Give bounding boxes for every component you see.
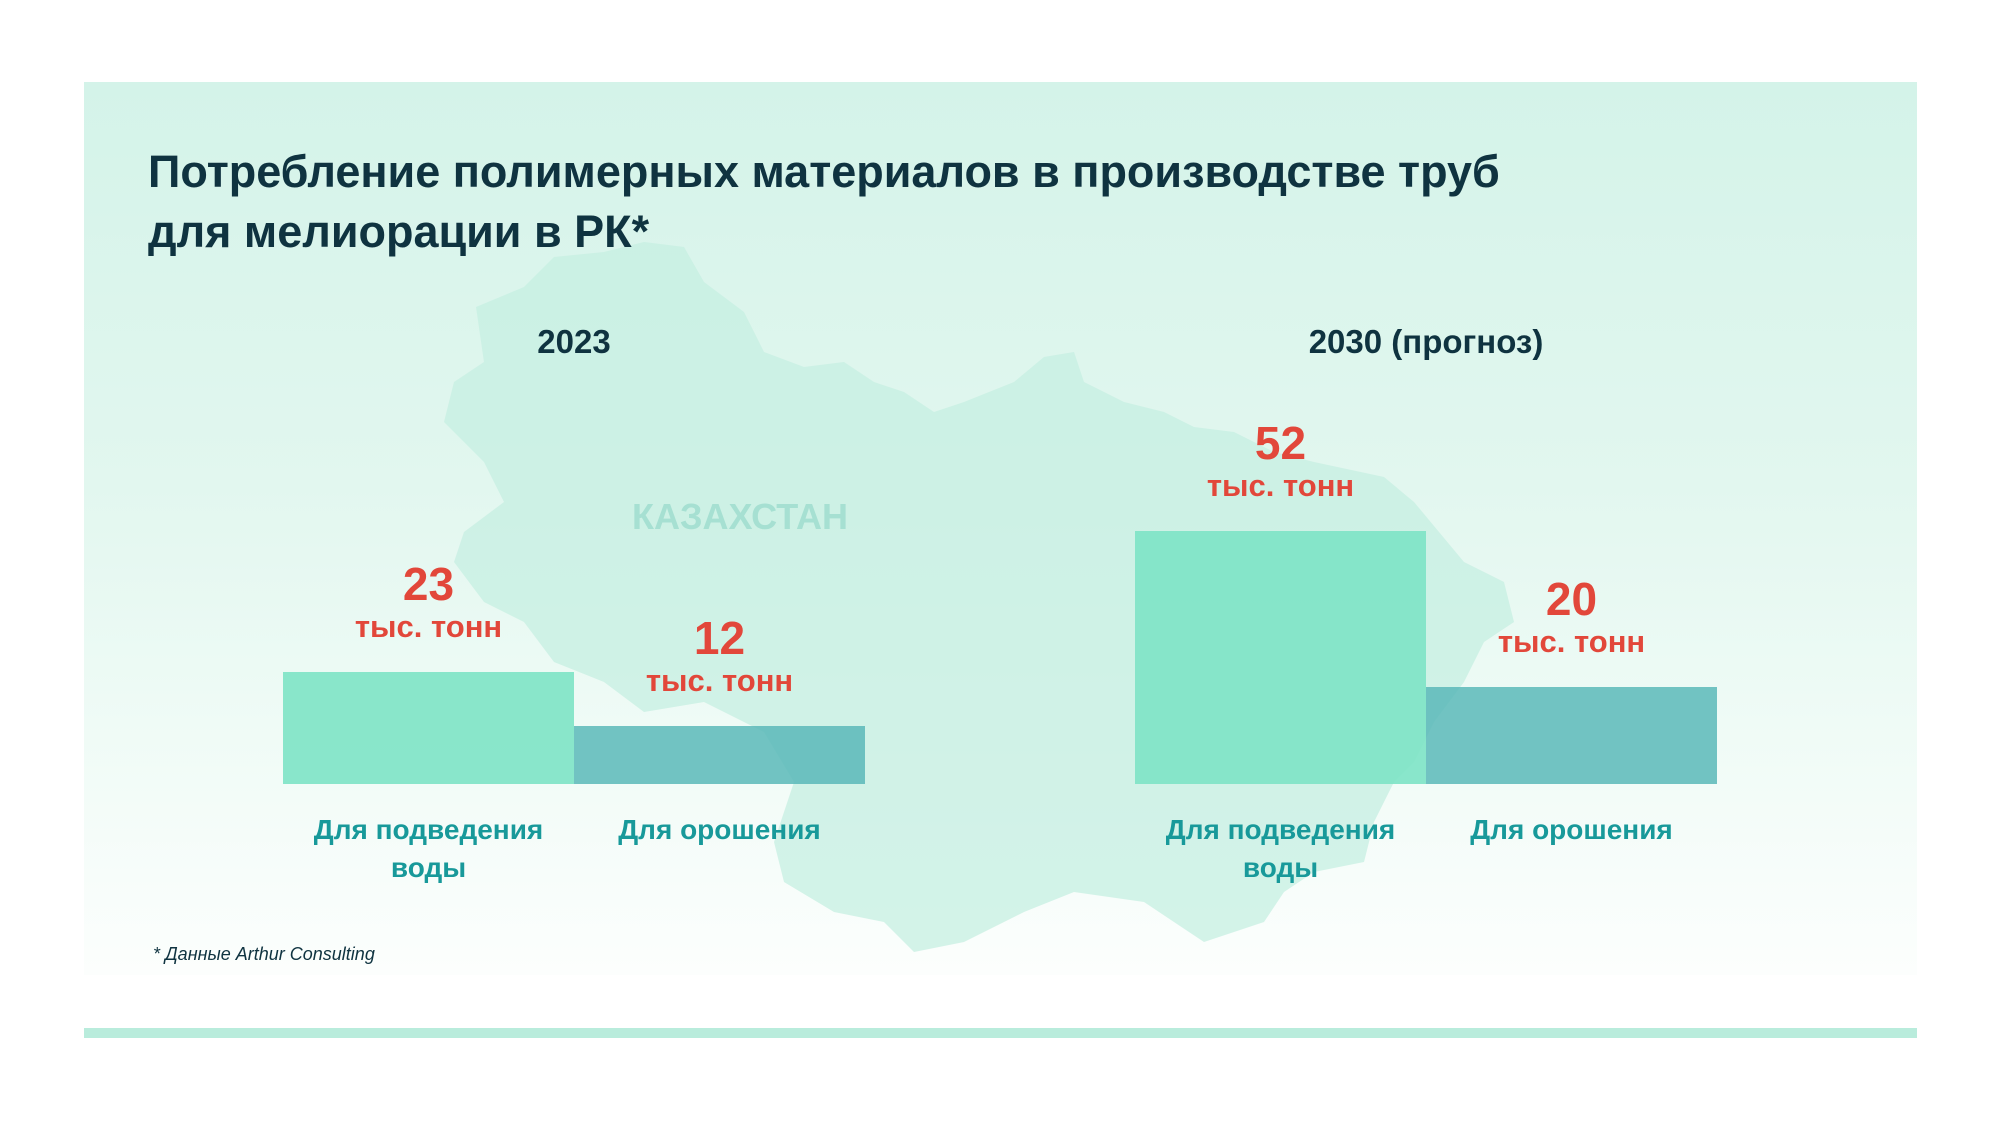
category-label-line: Для подведения <box>1165 814 1396 845</box>
bar <box>1135 530 1426 784</box>
value-unit: тыс. тонн <box>645 662 794 698</box>
bottom-accent-stripe <box>84 1028 1917 1038</box>
value-number: 23 <box>402 557 455 610</box>
infographic-panel: Потребление полимерных материалов в прои… <box>84 82 1917 975</box>
category-label-line: воды <box>390 852 467 883</box>
value-number: 52 <box>1254 416 1307 469</box>
value-number: 20 <box>1545 572 1598 625</box>
footnote: * Данные Arthur Consulting <box>153 944 375 964</box>
data-label: 23 тыс. тонн <box>355 559 502 645</box>
category-label: Для орошения <box>618 811 821 849</box>
category-label-line: Для подведения <box>313 814 544 845</box>
data-label: 12 тыс. тонн <box>646 613 793 699</box>
value-unit: тыс. тонн <box>354 608 503 644</box>
bar <box>574 725 865 784</box>
title-line-2: для мелиорации в РК* <box>148 206 650 257</box>
category-label-line: Для орошения <box>1470 814 1673 845</box>
bar <box>1426 686 1717 784</box>
category-label-line: воды <box>1242 852 1319 883</box>
category-label: Для подведения воды <box>314 811 544 887</box>
value-unit: тыс. тонн <box>1206 467 1355 503</box>
chart-title: Потребление полимерных материалов в прои… <box>148 142 1748 262</box>
value-number: 12 <box>693 611 746 664</box>
map-label: КАЗАХСТАН <box>632 496 848 537</box>
bar <box>283 671 574 784</box>
category-label: Для подведения воды <box>1166 811 1396 887</box>
title-line-1: Потребление полимерных материалов в прои… <box>148 146 1500 197</box>
group-label: 2023 <box>537 323 611 360</box>
category-label: Для орошения <box>1470 811 1673 849</box>
data-label: 52 тыс. тонн <box>1207 418 1354 504</box>
category-label-line: Для орошения <box>618 814 821 845</box>
group-label: 2030 (прогноз) <box>1308 323 1544 360</box>
value-unit: тыс. тонн <box>1497 623 1646 659</box>
data-label: 20 тыс. тонн <box>1498 574 1645 660</box>
